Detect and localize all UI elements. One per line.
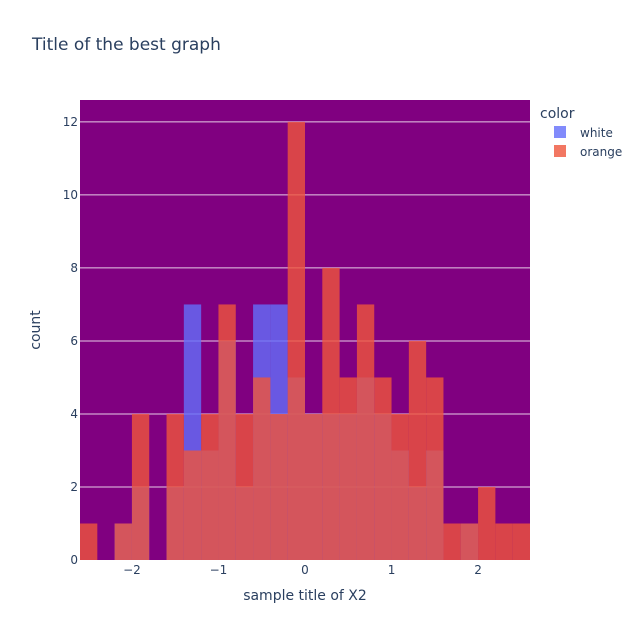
legend-label-orange: orange (580, 145, 622, 159)
legend-title: color (540, 106, 575, 122)
x-axis-ticks: −2 −1 0 1 2 (123, 563, 482, 577)
bar-orange-7[interactable] (201, 413, 219, 560)
bar-orange-16[interactable] (356, 304, 375, 560)
bar-orange-13[interactable] (305, 413, 323, 560)
bar-orange-9[interactable] (235, 413, 254, 560)
y-tick-label-2: 4 (70, 407, 78, 421)
bar-orange-21[interactable] (443, 523, 461, 560)
bar-orange-2[interactable] (114, 523, 132, 560)
y-tick-label-1: 2 (70, 480, 78, 494)
y-tick-label-0: 0 (70, 553, 78, 567)
y-tick-label-3: 6 (70, 334, 78, 348)
bar-orange-23[interactable] (478, 486, 496, 560)
bar-orange-0[interactable] (80, 523, 98, 560)
bar-orange-14[interactable] (322, 267, 340, 560)
x-tick-label-0: −2 (123, 563, 141, 577)
legend-item-white[interactable]: white (554, 126, 613, 140)
legend[interactable]: color white orange (540, 106, 622, 159)
y-tick-label-6: 12 (63, 115, 78, 129)
bar-orange-8[interactable] (218, 304, 236, 560)
bar-orange-17[interactable] (374, 377, 392, 560)
bar-orange-5[interactable] (166, 413, 184, 560)
bar-orange-12[interactable] (287, 121, 305, 561)
chart-title: Title of the best graph (31, 35, 221, 55)
bar-orange-19[interactable] (408, 340, 427, 560)
y-tick-label-4: 8 (70, 261, 78, 275)
bar-orange-15[interactable] (339, 377, 357, 560)
legend-label-white: white (580, 126, 613, 140)
bar-orange-11[interactable] (270, 413, 288, 560)
bar-orange-10[interactable] (253, 377, 271, 560)
y-axis-ticks: 0 2 4 6 8 10 12 (63, 115, 78, 567)
x-tick-label-4: 2 (474, 563, 482, 577)
y-tick-label-5: 10 (63, 188, 78, 202)
bars (80, 121, 530, 561)
bar-orange-6[interactable] (183, 450, 202, 560)
x-tick-label-3: 1 (388, 563, 396, 577)
bar-orange-24[interactable] (495, 523, 513, 560)
legend-swatch-orange (554, 145, 566, 157)
x-axis-title: sample title of X2 (243, 588, 367, 604)
x-tick-label-2: 0 (301, 563, 309, 577)
bar-orange-18[interactable] (391, 413, 409, 560)
bar-orange-3[interactable] (131, 413, 150, 560)
x-tick-label-1: −1 (210, 563, 228, 577)
bar-orange-25[interactable] (512, 523, 530, 560)
bar-orange-20[interactable] (426, 377, 444, 560)
legend-item-orange[interactable]: orange (554, 145, 622, 159)
bar-orange-22[interactable] (460, 523, 479, 560)
y-axis-title: count (28, 310, 44, 350)
legend-swatch-white (554, 126, 566, 138)
